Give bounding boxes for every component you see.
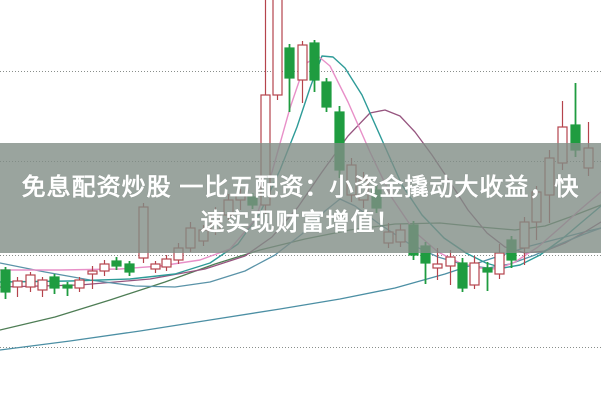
candle-body-down: [457, 262, 468, 289]
candle-body-up: [150, 263, 161, 270]
candle-body-down: [482, 267, 493, 273]
candle-body-up: [12, 280, 23, 288]
candle-body-down: [0, 269, 11, 293]
candle-body-down: [111, 260, 122, 267]
candle-body-up: [432, 263, 443, 269]
candle-body-down: [284, 47, 295, 79]
candle-body-down: [321, 81, 332, 108]
ma-pink: [0, 55, 601, 271]
candle-body-down: [309, 42, 320, 81]
candle-body-up: [74, 279, 85, 289]
candle-body-up: [445, 256, 456, 267]
ma-teal: [0, 55, 601, 283]
banner-title-line2: 速实现财富增值！: [200, 209, 401, 236]
candle-body-up: [25, 274, 36, 288]
banner-title-line1: 免息配资炒股 一比五配资：小资金撬动大收益，快: [21, 174, 580, 201]
promo-overlay-banner: 免息配资炒股 一比五配资：小资金撬动大收益，快 速实现财富增值！: [0, 143, 601, 253]
candle-body-up: [494, 252, 505, 275]
candle-body-down: [49, 276, 60, 289]
candle-body-up: [161, 258, 172, 268]
candle-body-up: [37, 279, 48, 291]
candle-body-up: [469, 262, 480, 286]
candle-body-up: [99, 263, 110, 272]
candle-body-up: [272, 0, 283, 96]
candle-body-up: [87, 270, 98, 275]
candle-body-up: [297, 44, 308, 81]
candle-body-down: [62, 284, 73, 289]
candle-body-down: [124, 263, 135, 273]
